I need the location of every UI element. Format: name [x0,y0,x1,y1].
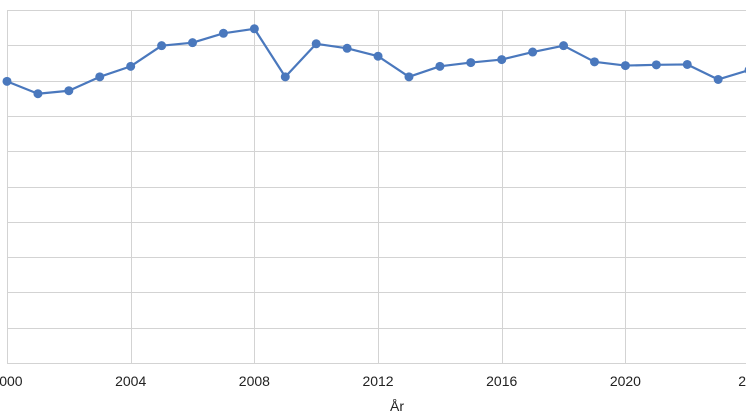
x-tick-label: 2000 [0,373,23,389]
data-point [435,61,445,71]
x-tick-label: 2012 [362,373,393,389]
data-point [126,61,136,71]
x-tick-label: 2004 [115,373,146,389]
data-point [528,47,538,57]
data-point [497,55,507,65]
data-point [218,28,228,38]
data-point [311,39,321,49]
x-tick-label: 2020 [610,373,641,389]
data-point [651,60,661,70]
data-point [589,57,599,67]
data-point [620,61,630,71]
data-point [559,41,569,51]
x-tick-label: 2 [738,373,746,389]
data-point [188,38,198,48]
x-axis-title: År [390,398,404,414]
x-tick-label: 2016 [486,373,517,389]
data-point [342,43,352,53]
series-line [6,27,746,95]
data-point [404,72,414,82]
data-point [280,72,290,82]
data-point [157,41,167,51]
data-point [33,89,43,99]
x-axis-ticks: 2000 2004 2008 2012 2016 2020 2 [0,373,746,389]
data-point [373,51,383,61]
data-point [2,76,12,86]
data-point [466,58,476,68]
data-point [682,59,692,69]
chart-series [2,24,746,99]
data-point [64,86,74,96]
data-point [95,72,105,82]
chart-grid [7,10,746,364]
data-point [249,24,259,34]
data-point [713,74,723,84]
x-tick-label: 2008 [239,373,270,389]
